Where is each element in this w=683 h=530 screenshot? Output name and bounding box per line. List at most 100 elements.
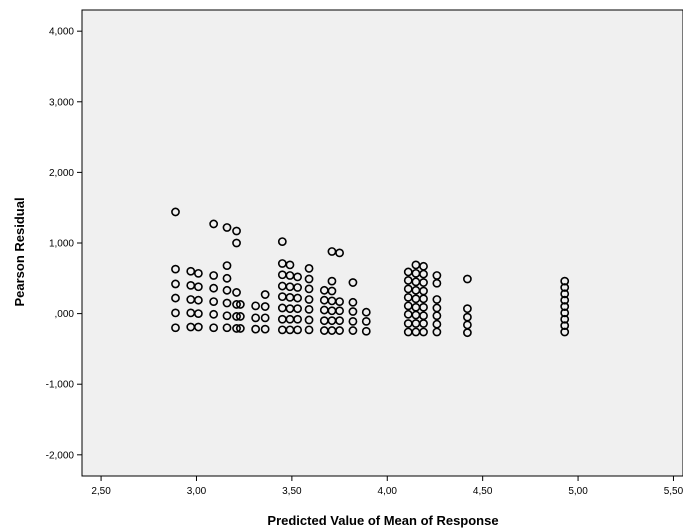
data-point [232,324,241,333]
data-point [348,278,358,287]
data-point [327,276,337,286]
data-point [293,283,302,292]
data-point [193,268,203,278]
data-point [209,219,219,229]
data-point [560,302,570,311]
y-tick-label: 4,000 [49,27,74,38]
data-point [232,288,241,297]
data-point [348,326,358,335]
data-point [171,279,180,289]
data-point [304,315,314,325]
data-point [209,323,219,333]
data-point [463,274,472,284]
data-point [251,324,261,334]
data-point [235,324,245,333]
data-point [348,316,358,326]
data-point [193,282,203,292]
x-tick-label: 2,50 [91,486,111,497]
y-tick-label: -1,000 [46,380,75,391]
x-tick-label: 4,00 [378,486,398,497]
y-tick-label: 2,000 [49,168,74,179]
data-point [235,300,245,309]
data-point [232,312,241,321]
data-point [304,264,314,273]
data-point [222,323,232,333]
data-point [193,309,203,319]
data-point [463,304,472,314]
data-point [193,295,203,305]
data-point [432,327,442,337]
data-point [171,207,180,217]
data-point [293,314,302,324]
data-point [193,322,203,332]
x-tick-label: 3,00 [187,486,207,497]
data-point [361,316,371,326]
x-tick-label: 4,50 [473,486,493,497]
data-point [222,311,232,321]
data-point [560,308,570,318]
data-point [222,261,232,270]
data-point [304,284,314,294]
y-tick-label: 1,000 [49,239,74,250]
data-point [335,306,344,316]
data-point [222,273,232,283]
data-point [361,307,371,317]
data-point [186,266,196,276]
data-point [304,304,314,314]
data-point [293,325,302,335]
data-point [335,297,344,307]
data-point [293,304,302,314]
axis-ticks: -2,000 -1,000 ,000 1,000 2,000 3,000 4,000 2,50… [46,27,683,497]
data-point [361,326,371,336]
data-point [260,302,270,311]
data-point [171,308,180,318]
data-point [293,293,302,303]
data-point [348,297,358,307]
data-point [171,323,180,333]
y-tick-label: 3,000 [49,97,74,108]
data-point [251,301,261,311]
data-point [327,286,337,296]
y-axis-title: Pearson Residual [12,197,27,306]
data-point [560,289,570,299]
x-tick-label: 5,00 [568,486,588,497]
x-tick-label: 5,50 [664,486,683,497]
data-point [560,295,570,305]
data-point [335,326,344,335]
data-point [304,274,314,284]
data-point [293,272,302,282]
data-point [222,298,232,308]
data-point [419,302,428,312]
data-point [222,285,232,295]
data-point [335,248,344,258]
data-point [232,300,241,309]
data-point [419,278,428,287]
data-point [419,327,428,337]
data-point [222,223,232,232]
data-point [335,316,344,326]
data-point [463,328,472,338]
data-point [209,309,219,319]
data-point [209,271,219,280]
data-point [235,312,245,321]
data-point [285,260,295,270]
data-point [419,319,428,328]
data-point [560,321,570,331]
data-point [304,325,314,335]
plot-area [81,9,683,477]
data-point [432,311,442,321]
data-point [171,293,180,303]
x-tick-label: 3,50 [282,486,302,497]
data-point [171,264,180,274]
data-point [232,226,241,236]
data-point [260,313,270,323]
data-point [560,283,570,292]
data-point [304,295,314,304]
data-point [560,314,570,324]
data-point [432,278,442,288]
data-point [209,297,219,307]
y-tick-label: -2,000 [46,450,75,461]
data-point [560,276,570,286]
data-point [277,237,287,246]
